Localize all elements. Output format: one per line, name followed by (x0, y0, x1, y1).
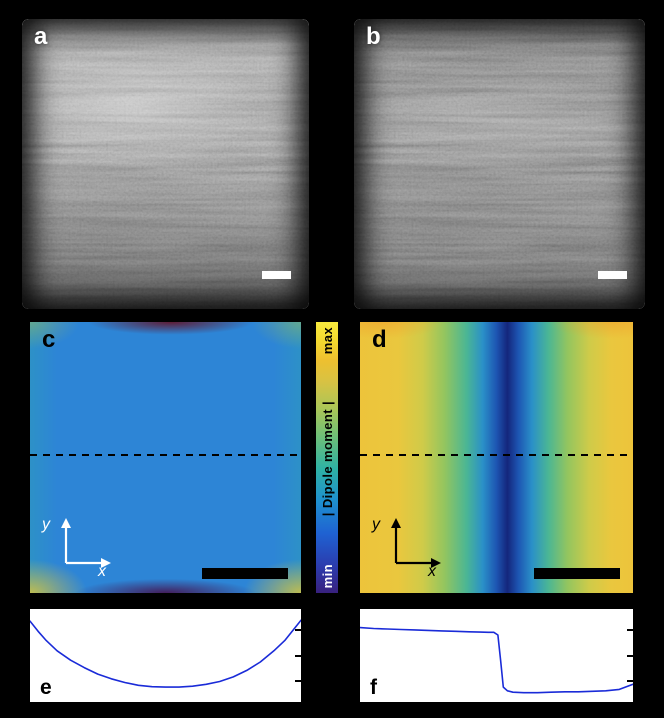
colorbar: max | Dipole moment | min (316, 322, 338, 593)
micrograph-texture (22, 19, 309, 309)
dashed-profile-line-c (30, 454, 301, 456)
panel-d-heatmap: d y x (360, 322, 633, 593)
dashed-profile-line-d (360, 454, 633, 456)
axis-indicator-d: y x (370, 516, 456, 585)
x-axis-label: x (98, 563, 106, 580)
panel-label-b: b (366, 23, 381, 50)
colorbar-max-label: max (319, 327, 335, 355)
edge-vignette (22, 19, 309, 309)
panel-label-e: e (40, 675, 52, 699)
panel-c-heatmap: c y x (30, 322, 301, 593)
axis-tick (627, 654, 633, 657)
profile-curve-f (359, 609, 634, 702)
edge-vignette (354, 19, 645, 309)
scale-bar-d (534, 568, 620, 579)
brightness-shading (22, 19, 309, 309)
scale-bar-c (202, 568, 288, 579)
panel-f-plot: f (359, 609, 634, 702)
panel-label-f: f (370, 675, 377, 699)
panel-label-c: c (42, 326, 56, 353)
panel-label-a: a (34, 23, 48, 50)
x-axis-label: x (428, 563, 436, 580)
panel-b-micrograph: b (354, 19, 645, 309)
axis-tick (627, 629, 633, 632)
brightness-shading (354, 19, 645, 309)
panel-a-micrograph: a (22, 19, 309, 309)
colorbar-title: | Dipole moment | (319, 401, 335, 517)
axis-tick (295, 679, 301, 682)
y-axis-label: y (42, 516, 50, 533)
scale-bar-a (262, 271, 291, 279)
axis-tick (295, 654, 301, 657)
y-axis-label: y (372, 516, 380, 533)
panel-label-d: d (372, 326, 387, 353)
axis-tick (295, 629, 301, 632)
panel-e-plot: e (29, 609, 302, 702)
micrograph-texture (354, 19, 645, 309)
profile-curve-e (29, 609, 302, 702)
colorbar-min-label: min (319, 563, 335, 588)
scale-bar-b (598, 271, 627, 279)
axis-tick (627, 679, 633, 682)
axis-arrows-icon (391, 518, 441, 568)
axis-arrows-icon (61, 518, 111, 568)
axis-indicator-c: y x (40, 516, 126, 585)
